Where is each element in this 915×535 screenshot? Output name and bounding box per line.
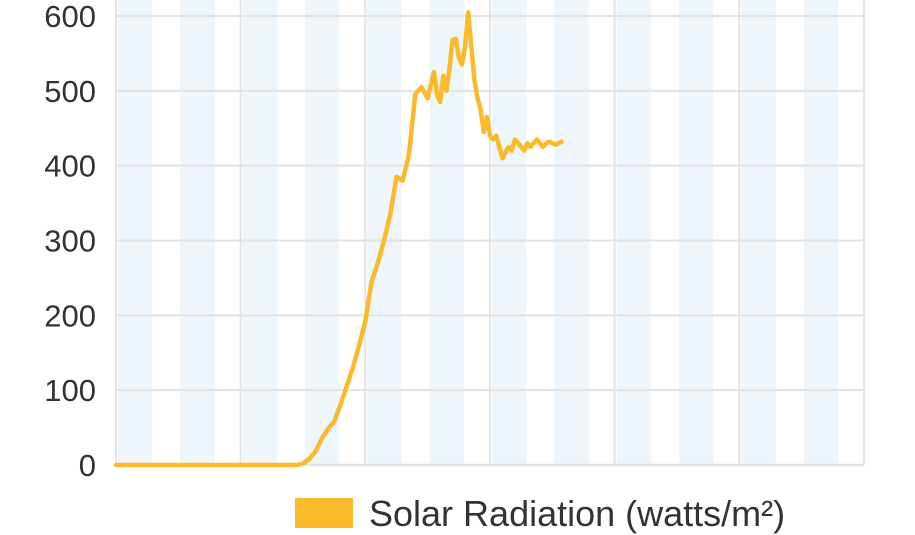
y-tick-label: 0 xyxy=(79,448,96,483)
plot-band xyxy=(242,0,277,465)
plot-band xyxy=(305,0,340,465)
plot-band xyxy=(554,0,589,465)
plot-band xyxy=(803,0,838,465)
series-line-solar-radiation xyxy=(113,10,564,468)
plot-band xyxy=(429,0,464,465)
plot-band xyxy=(679,0,714,465)
plot-band xyxy=(118,0,153,465)
plot-bands xyxy=(118,0,838,465)
y-axis-ticks: 0 100 200 300 400 500 600 xyxy=(44,0,96,483)
y-tick-label: 400 xyxy=(44,149,96,184)
y-tick-label: 600 xyxy=(44,0,96,34)
y-tick-label: 200 xyxy=(44,298,96,333)
plot-band xyxy=(616,0,651,465)
legend-swatch[interactable] xyxy=(295,498,353,528)
y-tick-label: 100 xyxy=(44,373,96,408)
plot-band xyxy=(741,0,776,465)
legend[interactable]: Solar Radiation (watts/m²) xyxy=(295,493,785,534)
plot-band xyxy=(180,0,215,465)
y-tick-label: 300 xyxy=(44,224,96,259)
legend-label-solar-radiation[interactable]: Solar Radiation (watts/m²) xyxy=(369,493,785,534)
plot-band xyxy=(492,0,527,465)
y-tick-label: 500 xyxy=(44,74,96,109)
plot-grid xyxy=(115,0,865,467)
